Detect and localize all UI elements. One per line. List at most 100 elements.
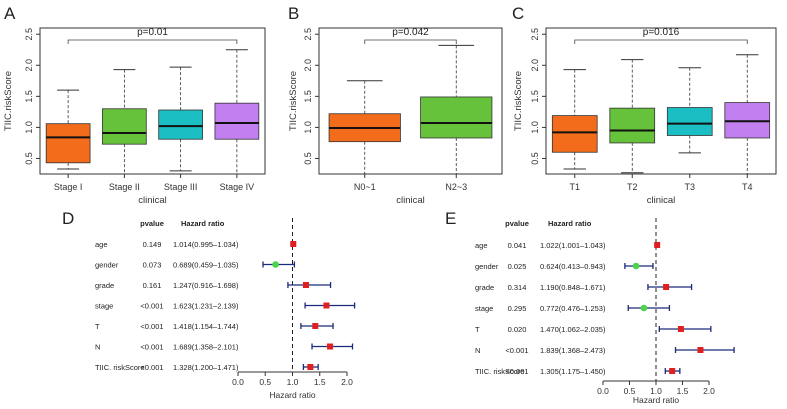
x-tick-label: 0.5	[259, 377, 271, 387]
plot-frame	[545, 27, 777, 175]
row-hazard-ratio-text: 1.689(1.358–2.101)	[173, 343, 239, 352]
panel-label: C	[512, 4, 524, 23]
row-pvalue: <0.001	[140, 302, 163, 311]
row-hazard-ratio-text: 1.328(1.200–1.471)	[173, 363, 239, 372]
boxplot-panel-c: C 0.5 1.0 1.5 2.0 2.5 TIIC.riskScore p=0.016 T1 T…	[512, 4, 777, 206]
row-variable: N	[475, 346, 480, 355]
hazard-point	[663, 284, 670, 290]
row-pvalue: 0.025	[508, 262, 527, 271]
box-iqr	[609, 107, 656, 144]
box-3	[666, 67, 713, 154]
box-1	[328, 80, 401, 175]
x-tick-label: T4	[742, 182, 753, 192]
row-variable: TIIC. riskScore	[95, 363, 145, 372]
y-tick-label: 2.0	[24, 59, 34, 72]
panel-label: B	[288, 4, 299, 23]
boxplot-panel-a: A 0.5 1.0 1.5 2.0 2.5 TIIC.riskScore p=0.01 Stag…	[3, 4, 266, 206]
x-tick-label: 2.0	[341, 377, 353, 387]
y-axis-label: TIIC.riskScore	[513, 71, 524, 131]
y-tick-label: 1.5	[24, 90, 34, 103]
x-tick-label: Stage I	[54, 182, 83, 192]
pvalue-label: p=0.042	[392, 27, 429, 38]
y-tick-label: 1.5	[530, 90, 540, 103]
row-pvalue: <0.001	[140, 343, 163, 352]
plot-frame	[39, 27, 266, 175]
y-tick-label: 2.5	[303, 28, 313, 41]
box-iqr	[45, 123, 91, 164]
row-variable: TIIC. riskScore	[475, 367, 525, 376]
y-tick-label: 0.5	[303, 152, 313, 165]
hazard-point	[669, 368, 676, 374]
x-tick-label: N2~3	[445, 182, 467, 192]
x-axis-label: clinical	[138, 195, 167, 206]
forest-row: N <0.001 1.839(1.368–2.473)	[475, 346, 735, 355]
x-tick-label: N0~1	[354, 182, 376, 192]
y-tick-label: 1.5	[303, 90, 313, 103]
forest-row: grade 0.314 1.190(0.848–1.671)	[475, 283, 693, 292]
y-tick-label: 0.5	[24, 152, 34, 165]
hazard-point	[290, 241, 297, 247]
y-axis-label: TIIC.riskScore	[288, 71, 299, 131]
header-hazard-ratio: Hazard ratio	[181, 219, 225, 228]
forest-row: stage 0.295 0.772(0.476–1.253)	[475, 304, 671, 313]
row-pvalue: 0.314	[508, 283, 527, 292]
header-pvalue: pvalue	[140, 219, 164, 228]
hazard-point	[272, 261, 279, 268]
forest-row: age 0.149 1.014(0.995–1.034)	[95, 240, 297, 249]
row-pvalue: <0.001	[140, 322, 163, 331]
row-pvalue: 0.149	[143, 240, 162, 249]
box-iqr	[102, 108, 147, 145]
forest-row: age 0.041 1.022(1.001–1.043)	[475, 241, 661, 250]
pvalue-bracket	[67, 39, 238, 44]
row-hazard-ratio-text: 1.190(0.848–1.671)	[540, 283, 606, 292]
hazard-point	[697, 347, 704, 353]
pvalue-label: p=0.016	[643, 27, 680, 38]
row-pvalue: <0.001	[140, 363, 163, 372]
x-tick-label: Stage IV	[220, 182, 255, 192]
x-tick-label: Stage II	[109, 182, 140, 192]
box-iqr	[666, 107, 713, 136]
row-variable: T	[95, 322, 100, 331]
row-hazard-ratio-text: 1.839(1.368–2.473)	[540, 346, 606, 355]
row-variable: gender	[95, 261, 119, 270]
row-hazard-ratio-text: 0.689(0.459–1.035)	[173, 261, 239, 270]
forest-row: T 0.020 1.470(1.062–2.035)	[475, 325, 712, 334]
forest-row: TIIC. riskScore<0.001 1.305(1.175–1.450)	[475, 367, 681, 376]
box-3	[158, 66, 203, 172]
row-variable: grade	[475, 283, 494, 292]
hazard-point	[640, 304, 648, 312]
y-tick-label: 1.0	[530, 121, 540, 134]
y-tick-label: 0.5	[530, 152, 540, 165]
row-variable: grade	[95, 281, 114, 290]
x-tick-label: 1.0	[650, 386, 662, 396]
hazard-point	[302, 282, 309, 288]
y-tick-label: 1.0	[303, 121, 313, 134]
box-1	[45, 89, 91, 170]
box-iqr	[551, 115, 598, 153]
x-tick-label: 1.5	[677, 386, 689, 396]
hazard-point	[654, 242, 661, 248]
row-hazard-ratio-text: 1.418(1.154–1.744)	[173, 322, 239, 331]
row-hazard-ratio-text: 1.305(1.175–1.450)	[540, 367, 606, 376]
hazard-point	[312, 323, 319, 329]
row-variable: age	[95, 240, 108, 249]
forest-row: T <0.001 1.418(1.154–1.744)	[95, 322, 334, 331]
x-axis-label: Hazard ratio	[633, 395, 680, 405]
row-variable: T	[475, 325, 480, 334]
forest-row: N <0.001 1.689(1.358–2.101)	[95, 343, 354, 352]
row-hazard-ratio-text: 0.772(0.476–1.253)	[540, 304, 606, 313]
x-axis-label: clinical	[647, 195, 676, 206]
forest-row: gender 0.025 0.624(0.413–0.943)	[475, 262, 654, 271]
row-hazard-ratio-text: 1.022(1.001–1.043)	[540, 241, 606, 250]
box-iqr	[158, 109, 203, 140]
row-pvalue: <0.001	[505, 346, 528, 355]
row-variable: stage	[95, 302, 113, 311]
panel-label: A	[4, 4, 16, 23]
panel-label: E	[445, 209, 456, 228]
row-hazard-ratio-text: 1.470(1.062–2.035)	[540, 325, 606, 334]
row-pvalue: 0.073	[143, 261, 162, 270]
box-2	[102, 69, 147, 175]
panel-label: D	[62, 209, 74, 228]
